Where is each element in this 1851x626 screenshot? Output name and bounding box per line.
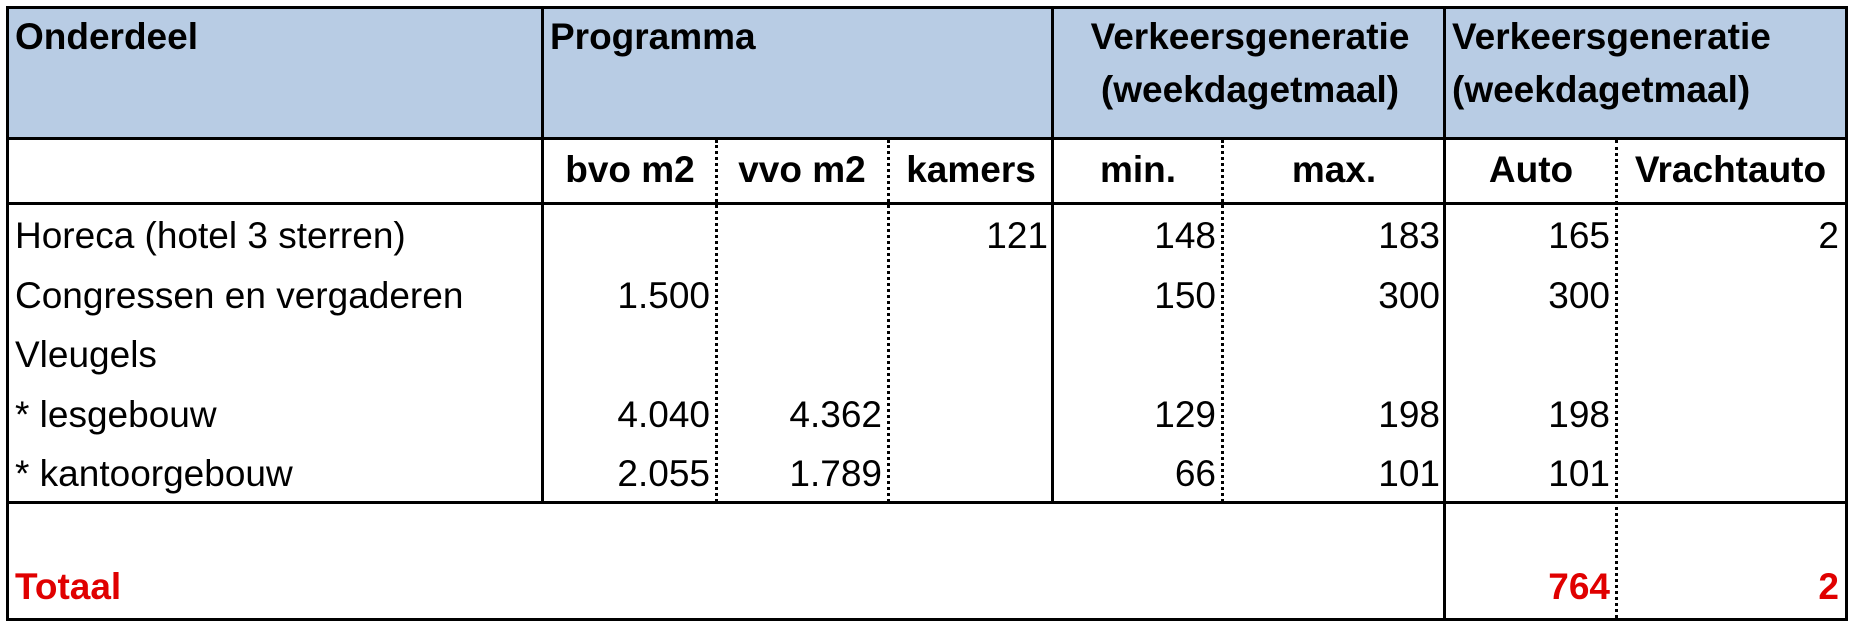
dotted-min-max xyxy=(1221,140,1224,502)
cell-max xyxy=(1222,325,1446,385)
vline-onderdeel xyxy=(541,9,544,504)
cell-vrachtauto: 2 xyxy=(1818,215,1839,256)
cell-max: 101 xyxy=(1378,453,1440,494)
header-verkeer-1: Verkeersgeneratie (weekdagetmaal) xyxy=(1054,9,1446,139)
cell-min: 148 xyxy=(1154,215,1216,256)
vline-programma xyxy=(1051,9,1054,504)
cell-vvo: 4.362 xyxy=(789,393,882,435)
header-bottom-line xyxy=(9,137,1845,140)
total-auto: 764 xyxy=(1548,566,1610,607)
header-verkeer-1-line2: (weekdagetmaal) xyxy=(1100,69,1400,110)
cell-bvo xyxy=(544,325,716,385)
cell-min: 129 xyxy=(1154,393,1216,435)
subheader-kamers: kamers xyxy=(906,149,1036,190)
dotted-bvo-vvo xyxy=(715,140,718,502)
cell-min xyxy=(1054,325,1222,385)
cell-bvo: 1.500 xyxy=(617,274,710,316)
cell-vvo xyxy=(716,325,888,385)
traffic-table: Onderdeel Programma Verkeersgeneratie (w… xyxy=(6,6,1848,621)
cell-vvo xyxy=(716,266,888,326)
cell-vrachtauto xyxy=(1616,266,1845,326)
subheader-vrachtauto: Vrachtauto xyxy=(1634,149,1827,190)
cell-onderdeel: Vleugels xyxy=(15,334,157,375)
subheader-auto: Auto xyxy=(1488,149,1574,190)
cell-auto: 300 xyxy=(1548,274,1610,316)
header-onderdeel: Onderdeel xyxy=(9,9,544,139)
cell-auto: 165 xyxy=(1548,215,1610,256)
subheader-bottom-line xyxy=(9,202,1845,205)
cell-max: 183 xyxy=(1378,215,1440,256)
cell-bvo: 4.040 xyxy=(617,393,710,435)
header-verkeer-1-line1: Verkeersgeneratie xyxy=(1090,16,1410,57)
subheader-max: max. xyxy=(1291,149,1377,190)
cell-vrachtauto xyxy=(1616,325,1845,385)
dotted-auto-vracht xyxy=(1615,140,1618,618)
subheader-bvo: bvo m2 xyxy=(565,149,695,190)
cell-kamers xyxy=(888,266,1054,326)
subheader-min: min. xyxy=(1099,149,1177,190)
cell-onderdeel: * kantoorgebouw xyxy=(15,453,293,494)
cell-kamers xyxy=(888,444,1054,504)
vline-verkeer xyxy=(1443,9,1446,618)
cell-vrachtauto xyxy=(1616,385,1845,445)
header-verkeer-2-line2: (weekdagetmaal) xyxy=(1452,69,1751,110)
cell-max: 198 xyxy=(1378,393,1440,435)
body-bottom-line xyxy=(9,501,1845,504)
header-verkeer-2: Verkeersgeneratie (weekdagetmaal) xyxy=(1446,9,1845,139)
cell-min: 66 xyxy=(1174,453,1216,494)
cell-onderdeel: * lesgebouw xyxy=(15,393,217,435)
total-label: Totaal xyxy=(15,566,122,607)
dotted-vvo-kamers xyxy=(887,140,890,502)
cell-vvo xyxy=(716,206,888,266)
header-programma: Programma xyxy=(544,9,1054,139)
cell-kamers xyxy=(888,385,1054,445)
cell-vvo: 1.789 xyxy=(789,453,882,494)
cell-auto: 198 xyxy=(1548,393,1610,435)
subheader-vvo: vvo m2 xyxy=(738,149,866,190)
cell-max: 300 xyxy=(1378,274,1440,316)
header-verkeer-2-line1: Verkeersgeneratie xyxy=(1452,16,1771,57)
cell-onderdeel: Congressen en vergaderen xyxy=(15,274,464,316)
cell-auto xyxy=(1446,325,1616,385)
cell-onderdeel: Horeca (hotel 3 sterren) xyxy=(15,215,406,256)
cell-bvo: 2.055 xyxy=(617,453,710,494)
total-vrachtauto: 2 xyxy=(1818,566,1839,607)
cell-bvo xyxy=(544,206,716,266)
cell-kamers xyxy=(888,325,1054,385)
cell-vrachtauto xyxy=(1616,444,1845,504)
cell-auto: 101 xyxy=(1548,453,1610,494)
cell-kamers: 121 xyxy=(986,215,1048,256)
cell-min: 150 xyxy=(1154,274,1216,316)
